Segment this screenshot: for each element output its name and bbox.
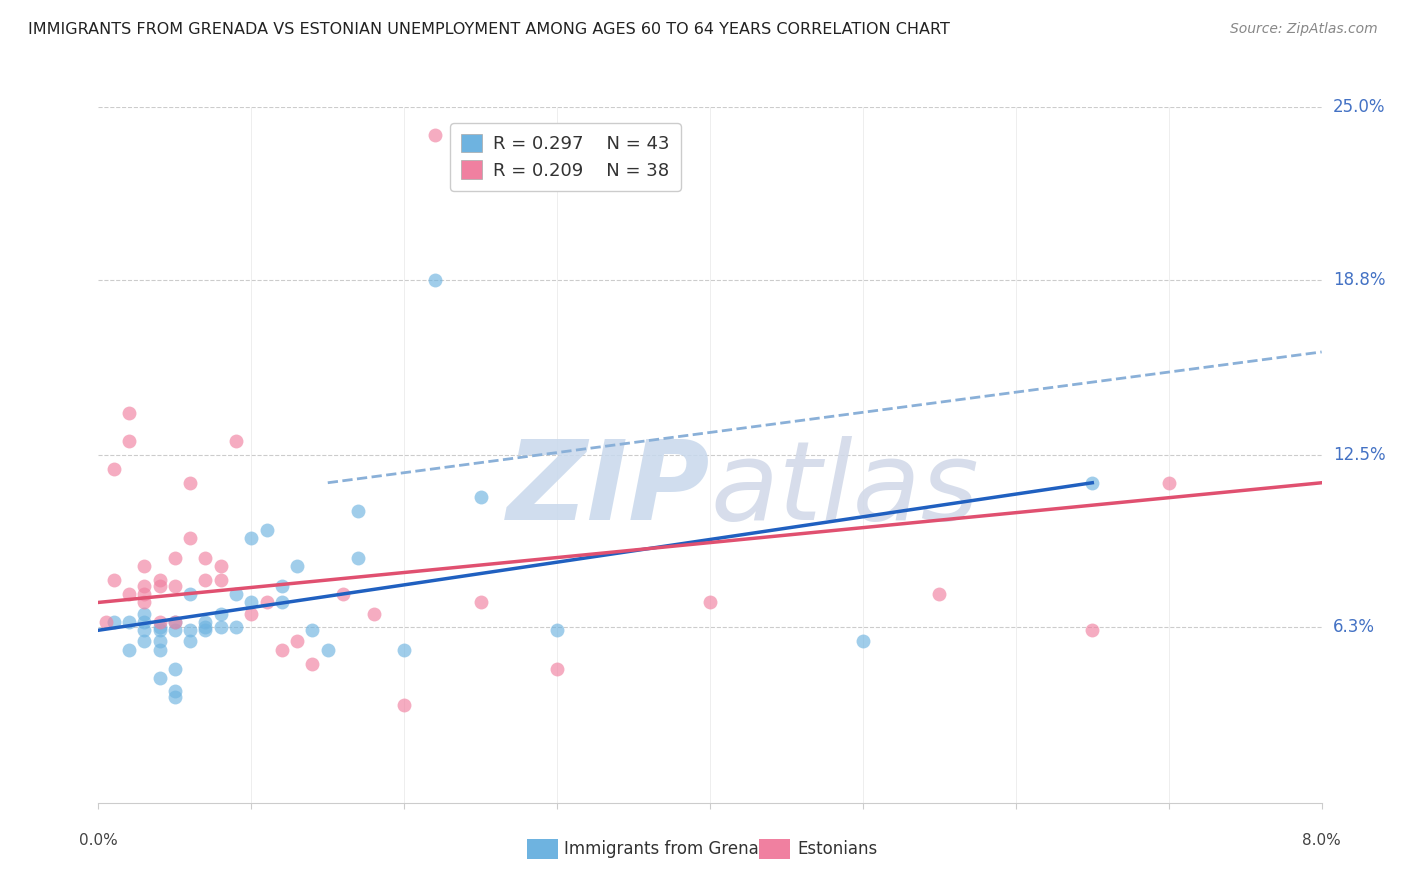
Point (149, 671, 172, 685)
Point (194, 615, 217, 629)
Point (163, 690, 186, 704)
Point (316, 642, 339, 657)
Point (240, 595, 263, 609)
Point (194, 550, 217, 565)
Point (179, 532, 201, 546)
Point (546, 662, 568, 676)
Point (209, 559, 232, 574)
Point (240, 532, 263, 546)
Point (134, 607, 156, 621)
Text: 6.3%: 6.3% (1333, 618, 1375, 637)
Point (179, 587, 201, 601)
Point (301, 657, 323, 671)
Point (118, 587, 141, 601)
Point (134, 624, 156, 638)
Point (163, 615, 186, 629)
Point (852, 634, 875, 648)
Point (225, 620, 247, 634)
Point (134, 579, 156, 593)
Point (194, 620, 217, 634)
Point (134, 634, 156, 648)
Point (363, 607, 385, 621)
Point (699, 595, 721, 609)
Point (225, 587, 247, 601)
Point (240, 607, 263, 621)
Point (332, 587, 354, 601)
Text: 12.5%: 12.5% (1333, 446, 1385, 464)
Text: 25.0%: 25.0% (1333, 98, 1385, 116)
Text: IMMIGRANTS FROM GRENADA VS ESTONIAN UNEMPLOYMENT AMONG AGES 60 TO 64 YEARS CORRE: IMMIGRANTS FROM GRENADA VS ESTONIAN UNEM… (28, 22, 950, 37)
Point (423, 272, 446, 286)
Point (103, 462, 125, 476)
Text: Source: ZipAtlas.com: Source: ZipAtlas.com (1230, 22, 1378, 37)
Legend: R = 0.297    N = 43, R = 0.209    N = 38: R = 0.297 N = 43, R = 0.209 N = 38 (450, 123, 681, 191)
Text: ZIP: ZIP (506, 436, 710, 543)
Point (285, 559, 308, 574)
Point (134, 587, 156, 601)
Text: Immigrants from Grenada: Immigrants from Grenada (564, 840, 779, 858)
Point (1157, 475, 1180, 490)
Point (301, 624, 323, 638)
Point (118, 406, 141, 420)
Point (179, 634, 201, 648)
Point (163, 684, 186, 698)
Point (149, 615, 172, 629)
Point (270, 595, 294, 609)
Point (1081, 475, 1104, 490)
Point (163, 615, 186, 629)
Point (103, 573, 125, 587)
Point (163, 662, 186, 676)
Point (149, 620, 172, 634)
Point (209, 573, 232, 587)
Point (134, 559, 156, 574)
Point (194, 573, 217, 587)
Point (392, 698, 416, 713)
Point (256, 523, 278, 537)
Text: 18.8%: 18.8% (1333, 270, 1385, 289)
Point (163, 579, 186, 593)
Point (423, 128, 446, 142)
Point (209, 620, 232, 634)
Point (209, 607, 232, 621)
Text: 0.0%: 0.0% (79, 833, 118, 848)
Point (149, 634, 172, 648)
Point (134, 595, 156, 609)
Point (118, 642, 141, 657)
Text: atlas: atlas (710, 436, 979, 543)
Point (256, 595, 278, 609)
Point (134, 615, 156, 629)
Point (163, 550, 186, 565)
Y-axis label: Unemployment Among Ages 60 to 64 years: Unemployment Among Ages 60 to 64 years (0, 287, 7, 623)
Point (149, 624, 172, 638)
Point (118, 434, 141, 448)
Point (194, 624, 217, 638)
Point (103, 615, 125, 629)
Point (179, 475, 201, 490)
Point (470, 490, 492, 504)
Point (179, 624, 201, 638)
Point (118, 615, 141, 629)
Point (285, 634, 308, 648)
Point (392, 642, 416, 657)
Point (163, 624, 186, 638)
Point (928, 587, 950, 601)
Point (149, 579, 172, 593)
Point (149, 642, 172, 657)
Point (470, 595, 492, 609)
Point (347, 550, 370, 565)
Text: Estonians: Estonians (797, 840, 877, 858)
Point (149, 573, 172, 587)
Point (270, 642, 294, 657)
Point (347, 503, 370, 517)
Point (94, 615, 117, 629)
Point (225, 434, 247, 448)
Point (270, 579, 294, 593)
Point (1081, 624, 1104, 638)
Text: 8.0%: 8.0% (1302, 833, 1341, 848)
Point (546, 624, 568, 638)
